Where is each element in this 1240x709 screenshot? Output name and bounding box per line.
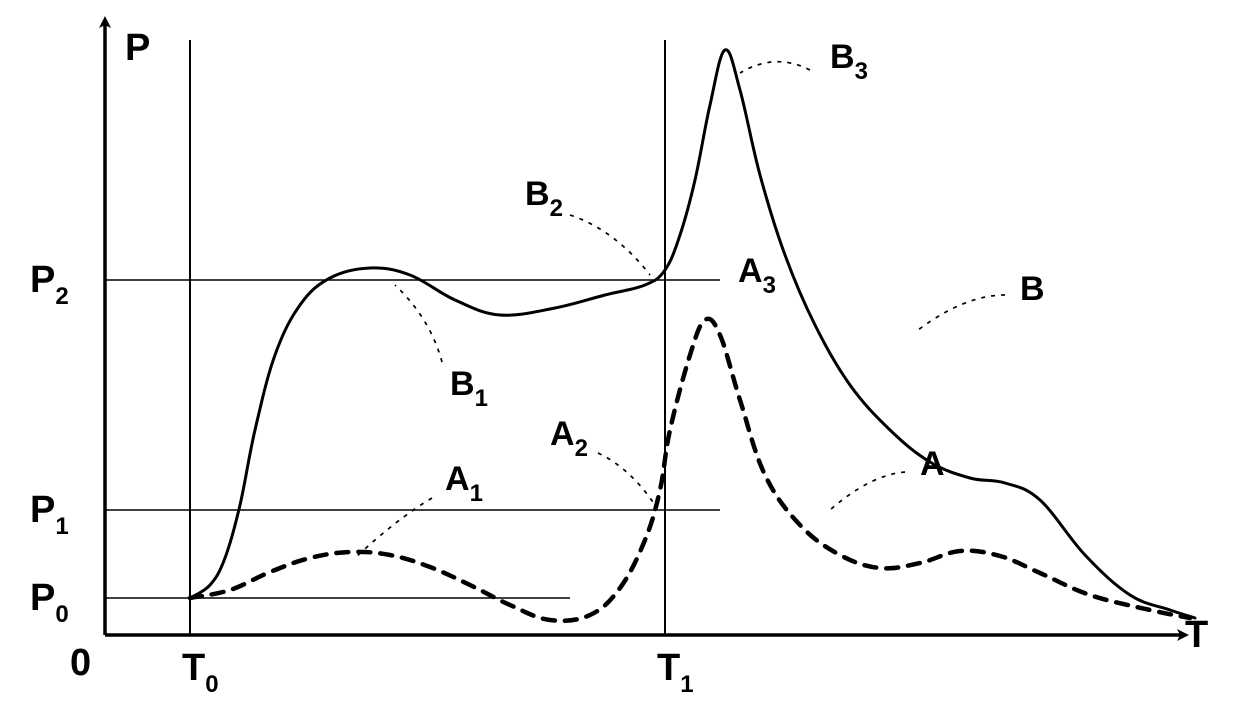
leader-A1 [355,498,432,558]
annotation-B: B [1020,270,1045,308]
svg-text:B: B [1020,270,1045,308]
svg-text:P1: P1 [30,489,69,540]
svg-text:A2: A2 [550,415,588,462]
origin-label: 0 [70,642,91,684]
svg-text:B2: B2 [525,175,563,222]
svg-text:A1: A1 [445,460,483,507]
annotation-A3: A3 [738,252,776,299]
leader-B [918,295,1005,330]
annotation-B2: B2 [525,175,563,222]
curve-B [190,50,1195,618]
tick-label-P1: P1 [30,489,69,540]
svg-text:A: A [920,445,945,483]
curve-A [190,319,1190,621]
leader-A2 [598,453,655,505]
annotation-B1: B1 [450,365,488,412]
leader-A [830,472,905,510]
svg-text:T1: T1 [657,647,694,698]
svg-text:A3: A3 [738,252,776,299]
svg-text:T0: T0 [182,647,219,698]
leader-B2 [570,215,650,275]
y-axis-label: P [125,27,150,69]
svg-text:B1: B1 [450,365,488,412]
tick-label-T1: T1 [657,647,694,698]
leader-B3 [740,62,810,73]
annotation-A2: A2 [550,415,588,462]
tick-label-P0: P0 [30,577,69,628]
annotation-B3: B3 [830,38,868,85]
leader-B1 [395,285,442,362]
tick-label-P2: P2 [30,259,69,310]
svg-text:P0: P0 [30,577,69,628]
annotation-A1: A1 [445,460,483,507]
svg-text:B3: B3 [830,38,868,85]
pressure-time-chart: PT0T0T1P0P1P2B3B2B1BA3A2A1A [0,0,1240,709]
annotation-A: A [920,445,945,483]
tick-label-T0: T0 [182,647,219,698]
x-axis-label: T [1185,614,1208,656]
svg-text:P2: P2 [30,259,69,310]
